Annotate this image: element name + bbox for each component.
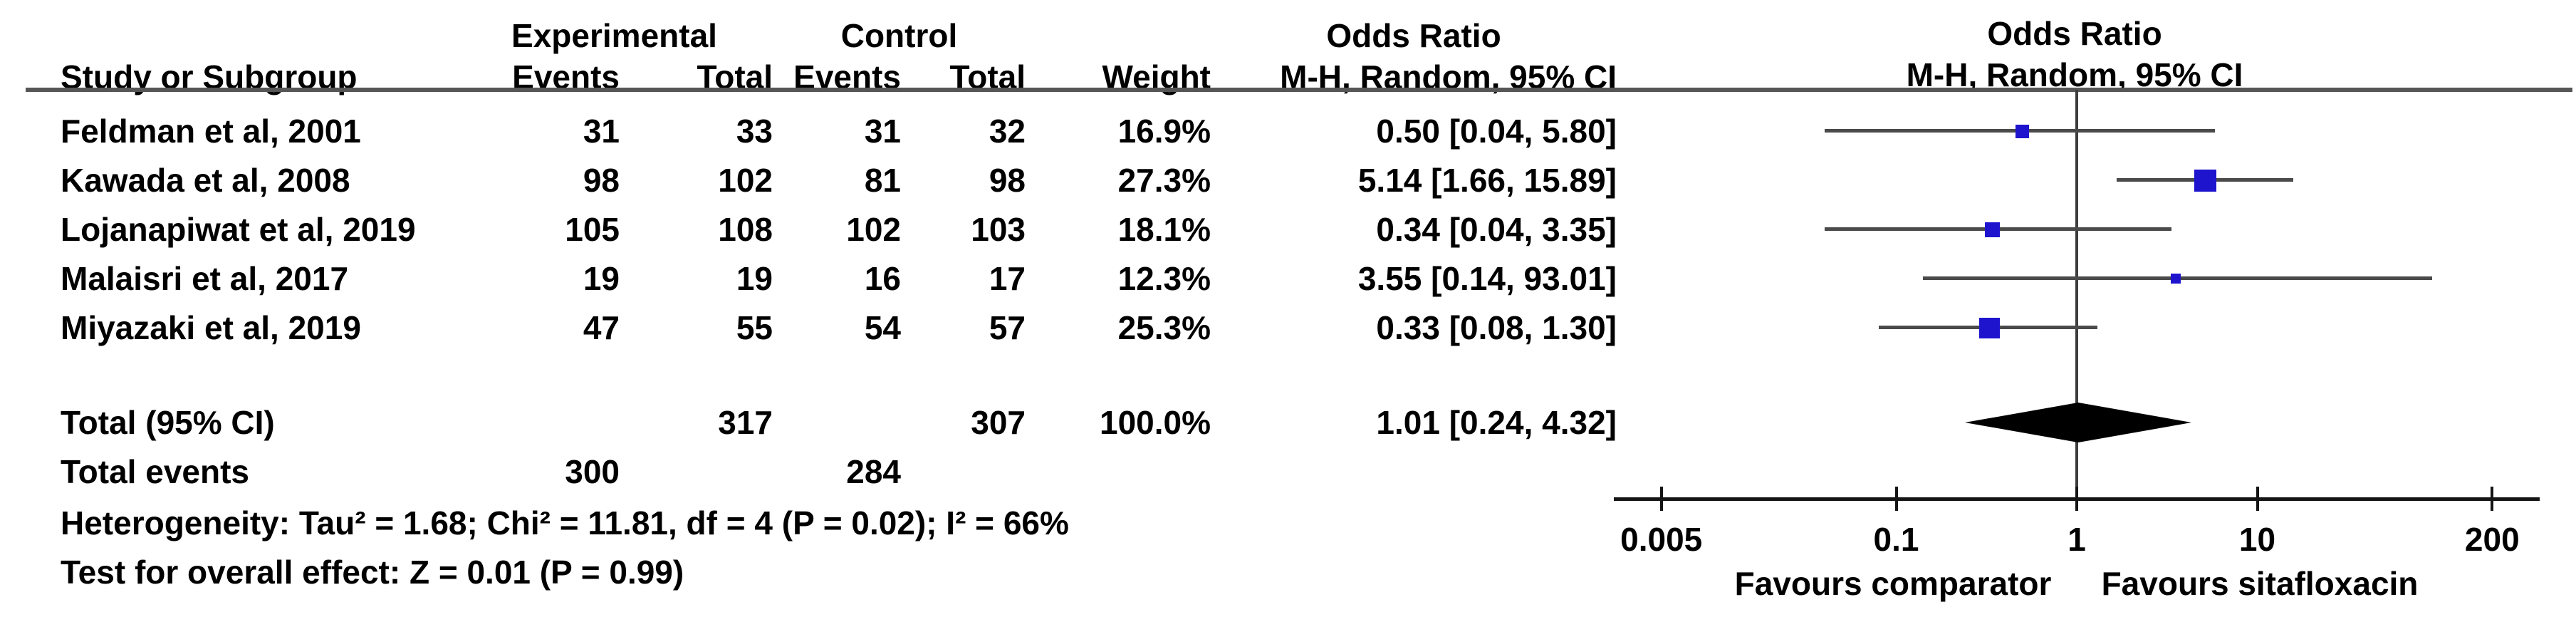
ctrl-events: 102 — [846, 211, 901, 248]
effect-marker — [2016, 124, 2030, 138]
exp-total: 55 — [736, 309, 773, 346]
plot-header-odds-ratio: Odds Ratio — [1987, 15, 2162, 52]
exp-events: 19 — [583, 260, 620, 297]
total-events-label: Total events — [61, 453, 249, 490]
header-rule — [26, 88, 2572, 92]
total-row: Total (95% CI) 317 307 100.0% 1.01 [0.24… — [0, 401, 1617, 444]
exp-events: 105 — [565, 211, 620, 248]
axis-tick — [2491, 487, 2494, 511]
plot-header-mh-ci: M-H, Random, 95% CI — [1906, 56, 2243, 93]
total-exp-total: 317 — [718, 404, 773, 441]
total-ctrl-total: 307 — [971, 404, 1026, 441]
table-row: Kawada et al, 2008 98 102 81 98 27.3% 5.… — [0, 159, 1617, 202]
total-events-row: Total events 300 284 — [0, 450, 1617, 493]
total-events-exp: 300 — [565, 453, 620, 490]
overall-effect-text: Test for overall effect: Z = 0.01 (P = 0… — [61, 554, 684, 591]
weight: 27.3% — [1117, 162, 1211, 199]
favours-left-label: Favours comparator — [1734, 565, 2052, 602]
exp-events: 31 — [583, 113, 620, 150]
weight: 12.3% — [1117, 260, 1211, 297]
exp-total: 19 — [736, 260, 773, 297]
ctrl-total: 57 — [989, 309, 1026, 346]
table-row: Feldman et al, 2001 31 33 31 32 16.9% 0.… — [0, 110, 1617, 152]
ctrl-total: 17 — [989, 260, 1026, 297]
axis-tick-label: 0.005 — [1620, 521, 1703, 558]
exp-events: 98 — [583, 162, 620, 199]
effect-marker — [1984, 222, 2000, 237]
effect-marker — [2171, 274, 2181, 284]
total-or-ci-text: 1.01 [0.24, 4.32] — [1376, 404, 1617, 441]
study-label: Kawada et al, 2008 — [61, 162, 350, 199]
exp-events: 47 — [583, 309, 620, 346]
study-label: Feldman et al, 2001 — [61, 113, 361, 150]
null-effect-line — [2075, 90, 2078, 500]
group-header-row: Experimental Control Odds Ratio — [0, 14, 1617, 57]
total-weight: 100.0% — [1099, 404, 1211, 441]
or-ci-text: 5.14 [1.66, 15.89] — [1357, 162, 1617, 199]
total-label: Total (95% CI) — [61, 404, 275, 441]
axis-tick — [1894, 487, 1898, 511]
total-events-ctrl: 284 — [846, 453, 901, 490]
axis-tick-label: 200 — [2464, 521, 2520, 558]
ctrl-total: 103 — [971, 211, 1026, 248]
pooled-diamond — [1964, 403, 2192, 442]
or-ci-text: 0.50 [0.04, 5.80] — [1376, 113, 1617, 150]
table-row: Malaisri et al, 2017 19 19 16 17 12.3% 3… — [0, 257, 1617, 300]
group-header-control: Control — [840, 17, 958, 54]
ctrl-events: 31 — [864, 113, 901, 150]
table-row: Miyazaki et al, 2019 47 55 54 57 25.3% 0… — [0, 306, 1617, 349]
exp-total: 102 — [718, 162, 773, 199]
axis-tick — [2256, 487, 2259, 511]
or-ci-text: 0.34 [0.04, 3.35] — [1376, 211, 1617, 248]
favours-right-label: Favours sitafloxacin — [2101, 565, 2419, 602]
group-header-odds-ratio: Odds Ratio — [1326, 17, 1501, 54]
axis-tick-label: 10 — [2238, 521, 2276, 558]
effect-marker — [1979, 317, 2001, 338]
ctrl-events: 16 — [864, 260, 901, 297]
weight: 16.9% — [1117, 113, 1211, 150]
exp-total: 33 — [736, 113, 773, 150]
heterogeneity-text: Heterogeneity: Tau² = 1.68; Chi² = 11.81… — [61, 504, 1069, 541]
study-label: Lojanapiwat et al, 2019 — [61, 211, 416, 248]
ctrl-events: 81 — [864, 162, 901, 199]
study-label: Malaisri et al, 2017 — [61, 260, 349, 297]
axis-tick — [2075, 487, 2078, 511]
effect-marker — [2194, 169, 2216, 192]
weight: 25.3% — [1117, 309, 1211, 346]
study-label: Miyazaki et al, 2019 — [61, 309, 361, 346]
ctrl-total: 98 — [989, 162, 1026, 199]
axis-tick — [1659, 487, 1663, 511]
ctrl-total: 32 — [989, 113, 1026, 150]
weight: 18.1% — [1117, 211, 1211, 248]
or-ci-text: 3.55 [0.14, 93.01] — [1357, 260, 1617, 297]
or-ci-text: 0.33 [0.08, 1.30] — [1376, 309, 1617, 346]
ctrl-events: 54 — [864, 309, 901, 346]
exp-total: 108 — [718, 211, 773, 248]
axis-tick-label: 1 — [2067, 521, 2086, 558]
axis-tick-label: 0.1 — [1873, 521, 1919, 558]
table-row: Lojanapiwat et al, 2019 105 108 102 103 … — [0, 208, 1617, 251]
group-header-experimental: Experimental — [511, 17, 717, 54]
